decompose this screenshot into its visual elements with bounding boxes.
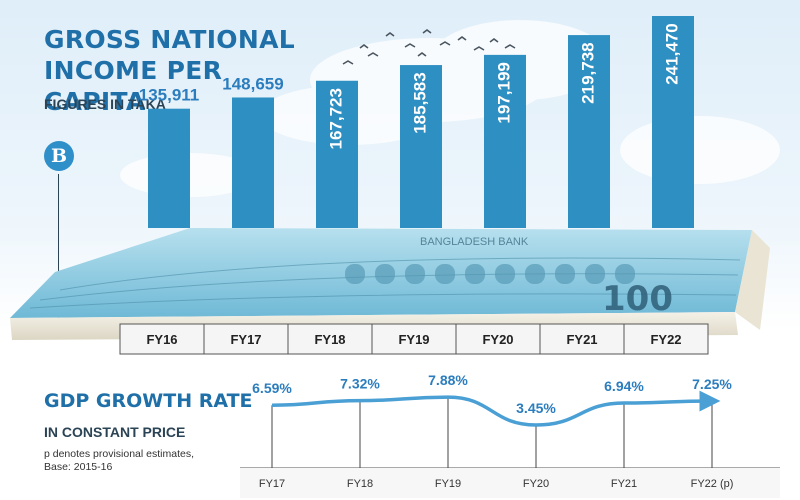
- bar-fy19: [400, 65, 442, 229]
- x-tick-label: FY16: [146, 332, 177, 347]
- flying-birds: [342, 29, 516, 65]
- x-tick-label: FY22: [650, 332, 681, 347]
- bar-value-label: 197,199: [494, 62, 513, 123]
- bar-fy20: [484, 54, 526, 229]
- x-axis-strip: [119, 323, 709, 355]
- banknote-stack: BANGLADESH BANK 100: [10, 228, 770, 340]
- gdp-tick-label: FY22 (p): [691, 478, 734, 490]
- x-tick-label: FY19: [398, 332, 429, 347]
- gdp-subtitle: IN CONSTANT PRICE: [44, 424, 186, 440]
- gdp-tick-label: FY17: [259, 478, 285, 490]
- bar-fy18: [316, 80, 358, 228]
- bar-fy22: [652, 16, 694, 228]
- bar-value-label: 241,470: [662, 23, 681, 84]
- gdp-footnote: p denotes provisional estimates, Base: 2…: [44, 448, 194, 473]
- gdp-tick-label: FY19: [435, 478, 461, 490]
- x-tick-label: FY21: [566, 332, 597, 347]
- chart-subtitle: FIGURES IN TAKA: [44, 96, 166, 112]
- gdp-value-label: 6.94%: [604, 378, 644, 394]
- gdp-value-label: 3.45%: [516, 400, 556, 416]
- publisher-logo: B: [44, 141, 74, 171]
- bar-value-label: 167,723: [326, 88, 345, 149]
- gdp-value-label: 7.32%: [340, 376, 380, 392]
- gdp-tick-label: FY18: [347, 478, 373, 490]
- logo-divider: [58, 174, 59, 322]
- gdp-value-label: 7.25%: [692, 376, 732, 392]
- bar-value-label: 185,583: [410, 72, 429, 133]
- banknote-bank-text: BANGLADESH BANK: [420, 236, 529, 248]
- chart-title: GROSS NATIONAL INCOME PER CAPITA: [44, 25, 295, 116]
- gdp-value-label: 7.88%: [428, 372, 468, 388]
- bar-fy17: [232, 97, 274, 228]
- x-tick-label: FY18: [314, 332, 345, 347]
- gdp-title: GDP GROWTH RATE: [44, 390, 253, 412]
- x-tick-label: FY20: [482, 332, 513, 347]
- gdp-value-label: 6.59%: [252, 380, 292, 396]
- gdp-axis-strip: [240, 468, 780, 498]
- gdp-tick-label: FY20: [523, 478, 549, 490]
- bar-fy16: [148, 108, 190, 228]
- gdp-tick-label: FY21: [611, 478, 637, 490]
- bar-value-label: 135,911: [139, 86, 200, 105]
- gdp-growth-line: [271, 390, 721, 427]
- banknote-denomination: 100: [602, 279, 673, 319]
- x-tick-label: FY17: [230, 332, 261, 347]
- bar-value-label: 148,659: [222, 74, 283, 93]
- bar-value-label: 219,738: [578, 42, 597, 103]
- bar-fy21: [568, 35, 610, 228]
